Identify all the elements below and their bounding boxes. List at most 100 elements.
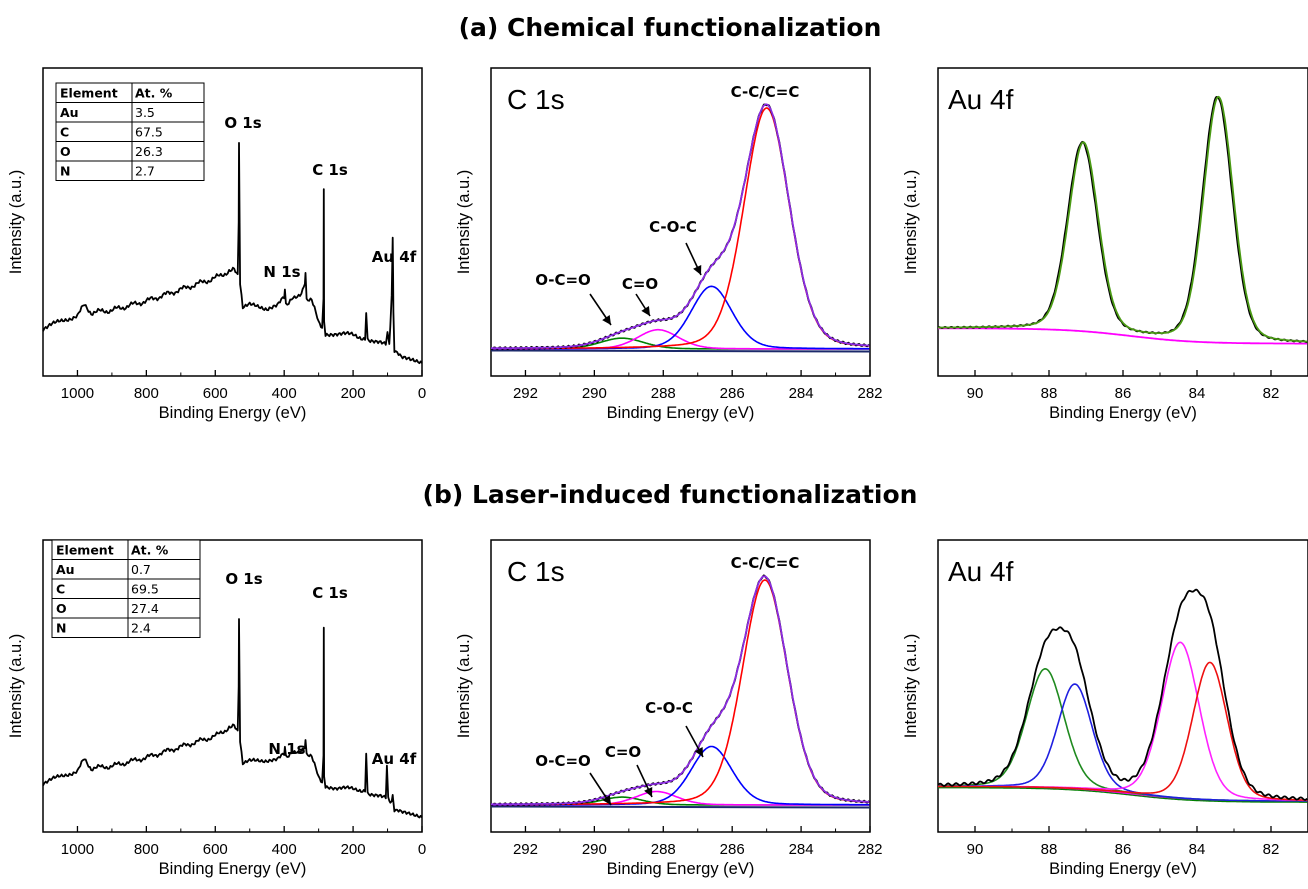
y-axis-title: Intensity (a.u.) xyxy=(902,634,920,739)
x-tick-label: 1000 xyxy=(61,841,94,858)
x-tick-label: 88 xyxy=(1041,841,1058,858)
peak-label: C-O-C xyxy=(649,218,697,236)
au-component-blue xyxy=(938,683,1308,802)
arrow-head xyxy=(694,746,703,757)
table-cell-value: 69.5 xyxy=(131,582,159,597)
panel-label: Au 4f xyxy=(948,556,1014,587)
x-tick-label: 292 xyxy=(513,385,538,402)
table-border xyxy=(55,82,205,181)
fit-line xyxy=(938,95,1308,343)
table-cell-value: 67.5 xyxy=(135,125,163,140)
panel-label: C 1s xyxy=(507,556,565,587)
peak-label: O-C=O xyxy=(535,271,591,289)
peak-label: Au 4f xyxy=(372,248,417,266)
plot-frame xyxy=(42,67,423,377)
x-tick-label: 0 xyxy=(418,841,426,858)
x-tick-label: 286 xyxy=(720,385,745,402)
au-component-magenta xyxy=(938,641,1308,802)
peak-label: O 1s xyxy=(224,114,261,132)
table-cell-element: C xyxy=(60,125,69,140)
x-tick-label: 90 xyxy=(967,385,984,402)
table-cell-element: Au xyxy=(56,562,75,577)
table-cell-element: C xyxy=(56,582,65,597)
background-line xyxy=(491,805,870,809)
x-tick-label: 86 xyxy=(1115,385,1132,402)
survey-spectrum-line xyxy=(42,142,423,365)
x-tick-label: 0 xyxy=(418,385,426,402)
x-tick-label: 82 xyxy=(1263,385,1280,402)
panel-a-survey: 1000 800 600 400 200 0 Binding Energy (eV) Inte… xyxy=(7,67,426,422)
x-tick-label: 290 xyxy=(582,841,607,858)
x-tick-label: 800 xyxy=(134,385,159,402)
section-title-b: (b) Laser-induced functionalization xyxy=(423,480,918,509)
background-line xyxy=(938,327,1308,345)
peak-label: C-C/C=C xyxy=(731,554,800,572)
x-tick-label: 292 xyxy=(513,841,538,858)
arrow-head xyxy=(602,795,611,805)
peak-label: C=O xyxy=(622,275,658,293)
x-tick-label: 800 xyxy=(134,841,159,858)
peak-label: C-O-C xyxy=(645,699,693,717)
peak-label: C 1s xyxy=(312,161,348,179)
table-cell-value: 0.7 xyxy=(131,562,151,577)
x-axis-title: Binding Energy (eV) xyxy=(159,860,307,878)
table-cell-value: 3.5 xyxy=(135,105,155,120)
x-tick-label: 286 xyxy=(720,841,745,858)
x-tick-label: 282 xyxy=(857,385,882,402)
survey-spectrum-line xyxy=(42,618,423,819)
plot-area xyxy=(938,95,1308,345)
peak-label: O 1s xyxy=(225,570,262,588)
x-tick-label: 84 xyxy=(1189,841,1206,858)
peak-label: N 1s xyxy=(263,263,300,281)
x-tick-label: 400 xyxy=(272,841,297,858)
plot-frame xyxy=(490,67,871,377)
panel-b-au4f: 90 88 86 84 82 Binding Energy (eV) Intensity (… xyxy=(902,539,1308,878)
table-cell-element: N xyxy=(60,164,70,179)
envelope-line xyxy=(938,96,1308,344)
fit-baseline xyxy=(938,787,1308,803)
y-axis-title: Intensity (a.u.) xyxy=(455,170,473,275)
panel-a-c1s: 292 290 288 286 284 282 Binding Energy (eV) Int… xyxy=(455,67,883,422)
arrow-head xyxy=(644,786,653,797)
x-tick-label: 86 xyxy=(1115,841,1132,858)
panel-label: Au 4f xyxy=(948,84,1014,115)
plot-frame xyxy=(490,539,871,833)
x-tick-label: 1000 xyxy=(61,385,94,402)
coc-peak xyxy=(491,285,870,350)
peak-label: C 1s xyxy=(312,584,348,602)
x-tick-label: 284 xyxy=(789,841,814,858)
table-header: At. % xyxy=(131,543,169,558)
x-tick-label: 200 xyxy=(341,841,366,858)
panel-b-survey: 1000 800 600 400 200 0 Binding Energy (eV) Inte… xyxy=(7,539,426,878)
x-axis-title: Binding Energy (eV) xyxy=(159,404,307,422)
section-title-a: (a) Chemical functionalization xyxy=(459,13,882,42)
panel-a-au4f: 90 88 86 84 82 Binding Energy (eV) Intensity (… xyxy=(902,67,1308,422)
x-axis-title: Binding Energy (eV) xyxy=(1049,404,1197,422)
x-tick-label: 400 xyxy=(272,385,297,402)
x-tick-label: 600 xyxy=(203,841,228,858)
x-tick-label: 84 xyxy=(1189,385,1206,402)
x-tick-label: 288 xyxy=(651,385,676,402)
x-tick-label: 282 xyxy=(857,841,882,858)
x-tick-label: 200 xyxy=(341,385,366,402)
background-line xyxy=(491,349,870,353)
y-axis-title: Intensity (a.u.) xyxy=(7,634,25,739)
table-cell-element: Au xyxy=(60,105,79,120)
x-tick-label: 284 xyxy=(789,385,814,402)
table-header: Element xyxy=(56,543,114,558)
x-axis-title: Binding Energy (eV) xyxy=(1049,860,1197,878)
peak-label: N 1s xyxy=(268,740,305,758)
panel-label: C 1s xyxy=(507,84,565,115)
table-cell-value: 26.3 xyxy=(135,144,163,159)
peak-label: C=O xyxy=(605,743,641,761)
table-cell-value: 27.4 xyxy=(131,601,159,616)
x-axis-title: Binding Energy (eV) xyxy=(607,404,755,422)
au-component-green xyxy=(938,667,1308,802)
x-tick-label: 600 xyxy=(203,385,228,402)
table-cell-value: 2.7 xyxy=(135,164,155,179)
peak-label: O-C=O xyxy=(535,752,591,770)
arrow-head xyxy=(602,315,611,325)
x-tick-label: 288 xyxy=(651,841,676,858)
plot-area xyxy=(938,588,1308,803)
